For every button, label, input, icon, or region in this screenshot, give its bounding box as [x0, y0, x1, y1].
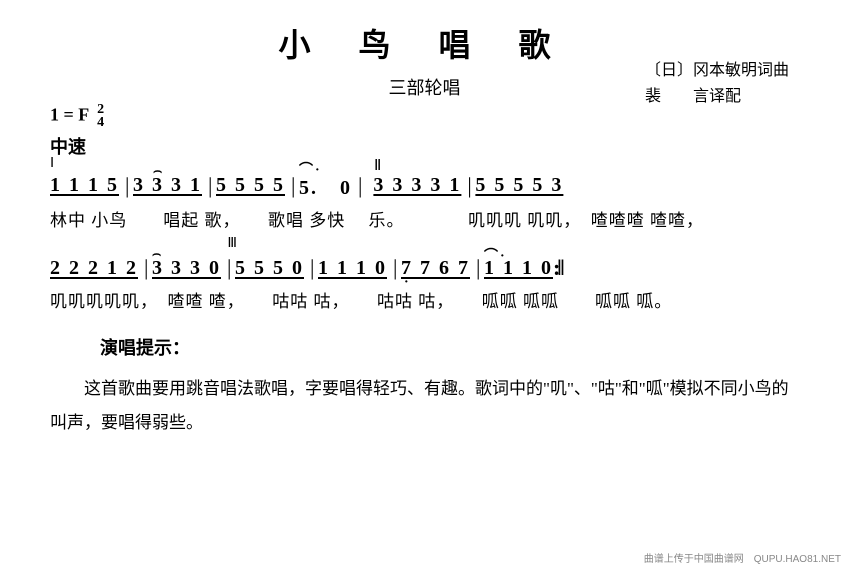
part-3-marker: Ⅲ: [227, 235, 239, 252]
sheet-music-page: 小 鸟 唱 歌 三部轮唱 〔日〕冈本敏明词曲 裴 言译配 1 = F 2 4 中…: [0, 0, 849, 450]
measure-1-4: ⌒· 5. 0: [299, 171, 352, 200]
part-1-marker: Ⅰ: [50, 155, 54, 172]
measure-2-5: 7 7 6 7: [401, 257, 470, 280]
lyrics-line-1: 林中 小鸟 唱起 歌， 歌唱 多快 乐。 叽叽叽 叽叽， 喳喳喳 喳喳，: [50, 206, 799, 231]
measure-1-2: ⌢ 3 3 3 1: [133, 174, 202, 197]
end-repeat-barline: :‖: [553, 255, 561, 281]
measure-1-6: 5 5 5 5 3: [475, 174, 563, 197]
barline: |: [387, 255, 401, 281]
measure-1-5: 3 3 3 3 1: [373, 174, 461, 197]
credits-block: 〔日〕冈本敏明词曲 裴 言译配: [645, 58, 789, 109]
measure-2-1: 2 2 2 1 2: [50, 257, 138, 280]
time-signature: 2 4: [97, 104, 104, 129]
tempo-marking: 中速: [50, 133, 799, 159]
performance-hint-body: 这首歌曲要用跳音唱法歌唱，字要唱得轻巧、有趣。歌词中的"叽"、"咕"和"呱"模拟…: [50, 372, 799, 440]
music-system-2: 2 2 2 1 2 | ⌢ Ⅲ 3 3 3 0 | 5 5 5 0 | 1 1 …: [50, 255, 799, 312]
measure-1-1: 1 1 1 5: [50, 174, 119, 197]
barline: |: [221, 255, 235, 281]
barline: |: [202, 173, 216, 199]
key-text: 1 = F: [50, 105, 89, 125]
music-system-1: Ⅰ 1 1 1 5 | ⌢ 3 3 3 1 | 5 5 5 5 | ⌒· 5. …: [50, 171, 799, 231]
part-2-marker: Ⅱ: [374, 156, 381, 175]
measure-2-2: ⌢ Ⅲ 3 3 3 0: [152, 257, 221, 280]
watermark-text: 曲谱上传于中国曲谱网 QUPU.HAO81.NET: [644, 550, 841, 565]
time-denominator: 4: [97, 115, 104, 130]
barline: |: [304, 255, 318, 281]
barline: |: [285, 173, 299, 199]
barline: |: [138, 255, 152, 281]
barline: |: [461, 173, 475, 199]
lyrics-line-2: 叽叽叽叽叽， 喳喳 喳， 咕咕 咕， 咕咕 咕， 呱呱 呱呱 呱呱 呱。: [50, 287, 799, 312]
composer-credit: 〔日〕冈本敏明词曲: [645, 58, 789, 84]
measure-2-6: ⌒· 1 1 1 0: [484, 257, 553, 280]
measure-2-3: 5 5 5 0: [235, 257, 304, 280]
barline: |: [470, 255, 484, 281]
measure-1-3: 5 5 5 5: [216, 174, 285, 197]
performance-hint-title: 演唱提示：: [100, 334, 799, 360]
measure-2-4: 1 1 1 0: [318, 257, 387, 280]
translator-credit: 裴 言译配: [645, 84, 789, 110]
barline: |: [352, 173, 366, 199]
barline: |: [119, 173, 133, 199]
